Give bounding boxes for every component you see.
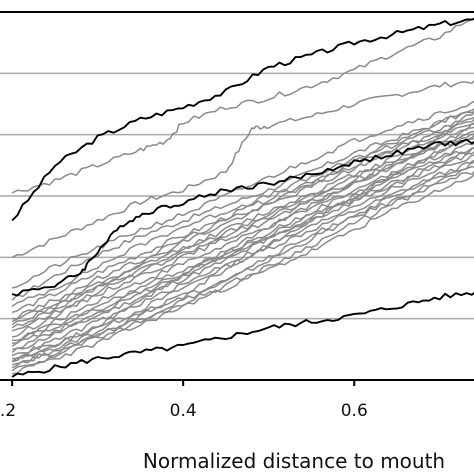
x-tick-label-0: .2 [0, 401, 16, 421]
series-line-26 [11, 170, 474, 363]
x-axis-label: Normalized distance to mouth [143, 449, 445, 473]
series-line-7 [12, 142, 474, 344]
x-axis-ticks: .2 0.4 0.6 [0, 380, 368, 421]
series-line-4 [11, 79, 474, 258]
series-line-3 [11, 17, 474, 194]
series-line-23 [11, 133, 474, 332]
series-lines [11, 17, 474, 378]
series-line-5 [11, 126, 474, 363]
series-line-15 [11, 146, 474, 347]
x-tick-label-2: 0.6 [341, 401, 368, 421]
series-line-10 [11, 160, 474, 369]
series-line-13 [12, 154, 474, 360]
series-line-20 [11, 173, 474, 372]
x-tick-label-1: 0.4 [170, 401, 197, 421]
series-line-22 [11, 159, 474, 357]
series-line-16 [11, 118, 474, 323]
series-line-25 [12, 122, 474, 320]
series-line-9 [11, 130, 474, 329]
series-line-19 [12, 137, 474, 342]
series-line-18 [11, 100, 474, 289]
series-line-12 [11, 110, 474, 338]
series-line-2 [11, 291, 474, 378]
series-line-1 [11, 138, 474, 297]
series-line-24 [11, 151, 474, 351]
series-line-0 [11, 17, 474, 222]
series-line-21 [11, 110, 474, 308]
plot-frame [0, 11, 474, 381]
gridlines [0, 72, 474, 320]
